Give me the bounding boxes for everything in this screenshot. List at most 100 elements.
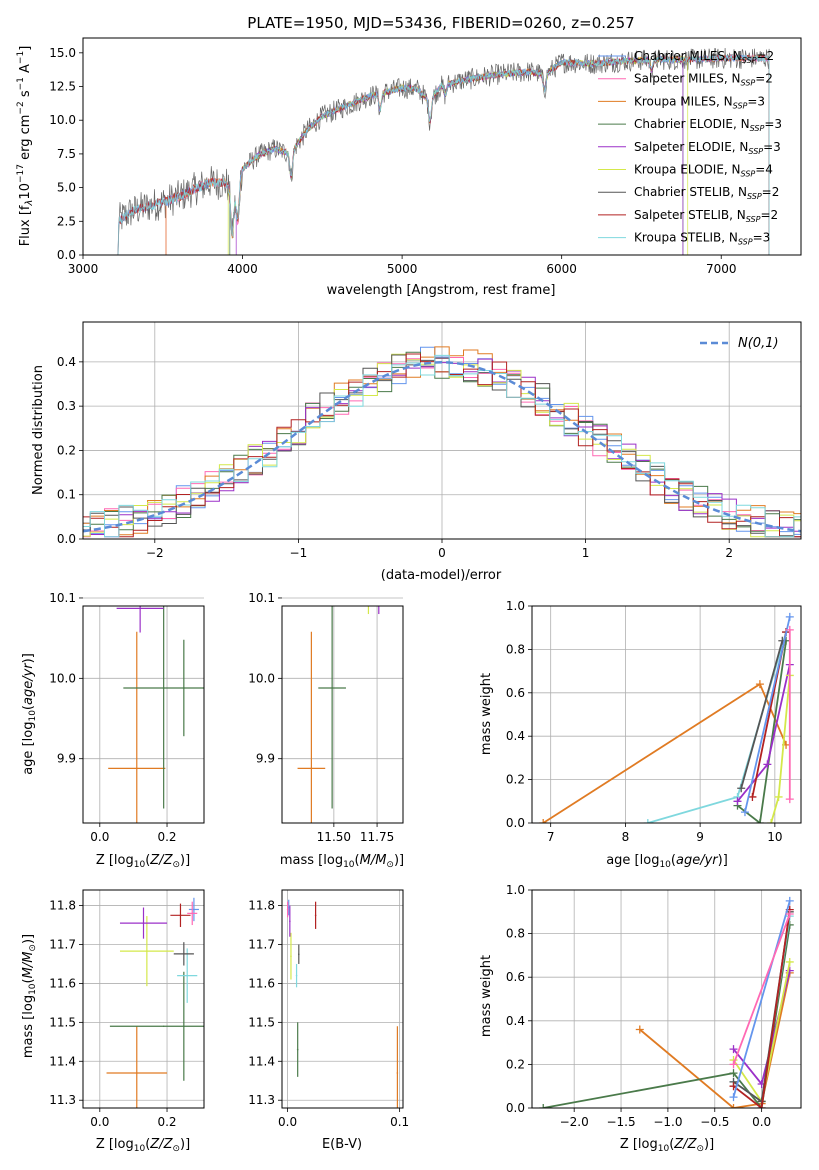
plus-marker bbox=[729, 1104, 738, 1108]
legend-subscript: SSP bbox=[746, 215, 761, 224]
y-tick-label: 11.4 bbox=[49, 1054, 76, 1068]
histogram-series-step bbox=[83, 346, 801, 538]
data-point bbox=[191, 912, 194, 915]
legend-count: =3 bbox=[753, 231, 771, 245]
x-tick-label: 0.1 bbox=[390, 1115, 409, 1129]
weight-series-line bbox=[732, 909, 791, 1108]
data-point bbox=[298, 953, 300, 956]
weight-vs-age-plot: 7 8 9 10 0.0 0.2 0.4 0.6 0.8 1.0 bbox=[506, 599, 802, 844]
spectrum-series-line bbox=[117, 53, 770, 255]
data-point bbox=[385, 557, 387, 559]
x-tick-label: 0 bbox=[438, 546, 446, 560]
residual-histogram: −2 −1 0 1 2 0.0 0.1 0.2 0.3 0.4 bbox=[57, 321, 802, 560]
y-tick-label: 0.8 bbox=[506, 927, 525, 941]
data-point bbox=[383, 557, 385, 559]
axes-frame bbox=[82, 321, 802, 540]
y-tick-label: 0.2 bbox=[506, 1057, 525, 1071]
plus-marker bbox=[729, 1045, 738, 1054]
y-tick-label: 11.5 bbox=[248, 1015, 275, 1029]
y-tick-label: 0.3 bbox=[57, 399, 76, 413]
data-point bbox=[142, 922, 145, 924]
y-tick-label: 11.8 bbox=[49, 899, 76, 913]
plus-marker bbox=[774, 792, 783, 801]
y-tick-label: 11.8 bbox=[248, 899, 275, 913]
data-point bbox=[193, 549, 195, 551]
plus-marker bbox=[740, 808, 749, 817]
data-point bbox=[183, 687, 185, 689]
mass-z-ylabel: mass [log10(M/M⊙)] bbox=[21, 934, 38, 1058]
data-point bbox=[296, 1048, 299, 1051]
data-point bbox=[378, 589, 380, 591]
y-tick-label: 0.1 bbox=[57, 488, 76, 502]
y-tick-label: 10.1 bbox=[49, 591, 76, 605]
mass-vs-ebv-plot: 0.0 0.1 11.3 11.4 11.5 11.6 11.7 11.8 bbox=[248, 889, 409, 1129]
histogram-series-step bbox=[83, 346, 801, 535]
plus-marker bbox=[755, 680, 764, 689]
clip-group bbox=[117, 47, 770, 255]
data-point bbox=[286, 908, 289, 911]
y-tick-label: 11.7 bbox=[248, 938, 275, 952]
legend-subscript: SSP bbox=[750, 124, 765, 133]
axes-frame bbox=[531, 605, 802, 824]
legend-count: =3 bbox=[764, 117, 782, 131]
data-point bbox=[190, 557, 192, 559]
plus-marker bbox=[755, 819, 764, 823]
y-tick-label: 11.3 bbox=[248, 1093, 275, 1107]
plus-marker bbox=[757, 1104, 766, 1108]
clip-group bbox=[106, 897, 204, 1108]
legend-label: Chabrier MILES, NSSP=2 bbox=[634, 49, 774, 65]
plus-marker bbox=[737, 784, 746, 793]
plus-marker bbox=[643, 819, 652, 823]
clip-group bbox=[83, 346, 801, 538]
legend-count: =3 bbox=[747, 94, 765, 108]
legend-name: Kroupa ELODIE, N bbox=[634, 163, 741, 177]
weight-series-line bbox=[639, 972, 791, 1108]
age-mass-xlabel: mass [log10(M/M⊙)] bbox=[280, 853, 404, 870]
spectrum-series-line bbox=[235, 55, 684, 255]
x-tick-label: 0.0 bbox=[90, 830, 109, 844]
data-point bbox=[314, 914, 317, 917]
x-tick-label: 4000 bbox=[227, 262, 258, 276]
data-point bbox=[295, 974, 298, 977]
y-tick-label: 0.4 bbox=[57, 355, 76, 369]
legend-label: Salpeter ELODIE, NSSP=3 bbox=[634, 140, 781, 156]
x-tick-label: 0.0 bbox=[752, 1115, 771, 1129]
legend-name: Chabrier STELIB, N bbox=[634, 185, 747, 199]
y-tick-label: 1.0 bbox=[506, 599, 525, 613]
legend-subscript: SSP bbox=[741, 79, 756, 88]
plus-marker bbox=[785, 612, 794, 621]
weight-series-line bbox=[740, 640, 784, 789]
y-tick-label: 0.0 bbox=[506, 1101, 525, 1115]
y-tick-label: 0.2 bbox=[506, 773, 525, 787]
clip-group bbox=[539, 612, 794, 823]
age-z-xlabel: Z [log10(Z/Z⊙)] bbox=[96, 853, 190, 870]
legend-subscript: SSP bbox=[741, 170, 756, 179]
clip-group bbox=[108, 549, 204, 823]
data-point bbox=[143, 575, 145, 577]
data-point bbox=[183, 565, 185, 567]
y-tick-label: 0.8 bbox=[506, 642, 525, 656]
axes-frame bbox=[82, 889, 205, 1109]
weight-series-line bbox=[647, 631, 787, 823]
x-tick-label: 3000 bbox=[68, 262, 99, 276]
y-tick-label: 0.0 bbox=[57, 532, 76, 546]
plus-marker bbox=[785, 625, 794, 634]
age-z-ylabel: age [log10(age/yr)] bbox=[21, 653, 38, 775]
plus-marker bbox=[729, 1093, 738, 1102]
data-point bbox=[135, 1072, 138, 1074]
plus-marker bbox=[539, 1104, 548, 1108]
y-tick-label: 0.2 bbox=[57, 443, 76, 457]
data-point bbox=[364, 565, 366, 567]
y-tick-label: 1.0 bbox=[506, 883, 525, 897]
legend-subscript: SSP bbox=[748, 147, 763, 156]
legend-count: =3 bbox=[763, 140, 781, 154]
data-point bbox=[396, 1072, 399, 1074]
y-tick-label: 11.6 bbox=[49, 976, 76, 990]
weight-series-line bbox=[732, 900, 791, 1098]
data-point bbox=[368, 581, 370, 583]
legend-subscript: SSP bbox=[747, 192, 762, 201]
x-tick-label: 2 bbox=[725, 546, 733, 560]
y-tick-label: 2.5 bbox=[57, 214, 76, 228]
histogram-series-step bbox=[83, 354, 801, 538]
legend-label: Salpeter MILES, NSSP=2 bbox=[634, 72, 773, 88]
